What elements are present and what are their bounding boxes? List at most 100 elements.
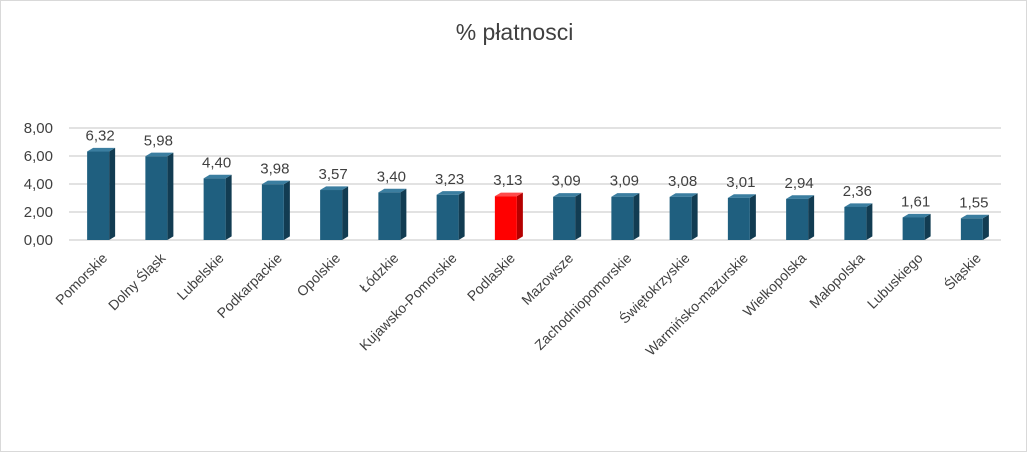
bar-front (320, 190, 343, 240)
category-label: Mazowsze (518, 250, 576, 308)
chart-title: % płatnosci (455, 19, 574, 45)
bar-top (553, 193, 582, 197)
bar (203, 174, 232, 240)
bar (261, 180, 290, 240)
category-label: Śląskie (940, 249, 984, 293)
category-label: Wielkopolska (740, 250, 810, 320)
bar-front (494, 196, 517, 240)
bar (494, 192, 523, 240)
category-label: Dolny Śląsk (104, 248, 169, 313)
bar-front (727, 197, 750, 240)
bar-front (261, 184, 284, 240)
bar (611, 193, 640, 240)
bar (436, 191, 465, 240)
bar-top (494, 192, 523, 197)
bar (960, 214, 989, 240)
bar-side (924, 213, 931, 240)
category-label: Pomorskie (52, 250, 110, 308)
data-label: 3,98 (260, 160, 289, 177)
data-label: 5,98 (144, 132, 173, 149)
bar-top (786, 195, 815, 199)
bar-side (458, 191, 465, 240)
category-label: Łódzkie (356, 250, 402, 296)
bar-top (611, 193, 640, 197)
y-tick-label: 4,00 (24, 176, 53, 193)
y-axis-ticks: 0,00 2,00 4,00 6,00 8,00 (24, 120, 53, 249)
bar-front (553, 196, 576, 240)
data-label: 2,94 (785, 175, 814, 192)
data-label: 6,32 (86, 128, 115, 145)
bar (320, 186, 349, 240)
bar-side (516, 192, 523, 240)
data-label: 3,09 (610, 173, 639, 190)
data-label: 3,57 (319, 166, 348, 183)
bar-front (203, 178, 226, 240)
bar-side (808, 195, 815, 240)
category-label: Lubelskie (174, 250, 227, 303)
bar-front (378, 192, 401, 240)
bar (378, 188, 407, 240)
bar-front (611, 196, 634, 240)
bars (87, 147, 989, 240)
bar-front (844, 206, 867, 240)
bar-top (87, 147, 116, 152)
bar (87, 147, 116, 240)
bar-top (145, 152, 174, 157)
bar-top (727, 194, 756, 198)
data-label: 1,55 (959, 194, 988, 211)
bar-top (960, 214, 989, 219)
y-tick-label: 0,00 (24, 232, 53, 249)
data-label: 3,01 (726, 174, 755, 191)
bar (844, 203, 873, 240)
bar-side (400, 188, 407, 240)
bar-side (633, 193, 640, 240)
data-label: 3,13 (493, 172, 522, 189)
bar-side (342, 186, 349, 240)
category-label: Lubuskiego (864, 250, 926, 312)
y-tick-label: 2,00 (24, 204, 53, 221)
category-label: Zachodniopomorskie (531, 250, 634, 353)
bar-top (436, 191, 465, 195)
data-label: 1,61 (901, 193, 930, 210)
bar-top (902, 213, 931, 218)
bar-side (866, 203, 873, 240)
data-label: 3,40 (377, 168, 406, 185)
bar (145, 152, 174, 240)
data-label: 2,36 (843, 183, 872, 200)
bar-side (982, 214, 989, 240)
bar-side (575, 193, 582, 240)
bar-side (225, 174, 232, 240)
bar (902, 213, 931, 240)
y-tick-label: 6,00 (24, 148, 53, 165)
bar-front (87, 151, 110, 240)
bar-top (844, 203, 873, 207)
data-label: 4,40 (202, 154, 231, 171)
category-label: Podlaskie (464, 250, 518, 304)
bar (786, 195, 815, 240)
bar-top (320, 186, 349, 191)
data-label: 3,23 (435, 171, 464, 188)
bar-top (669, 193, 698, 197)
category-label: Opolskie (293, 250, 343, 300)
bar-front (145, 156, 168, 240)
bar-top (261, 180, 290, 185)
bar-front (669, 196, 692, 240)
bar-front (960, 218, 983, 240)
data-labels: 6,32 5,98 4,40 3,98 3,57 3,40 3,23 3,13 3,09 3,09… (86, 128, 989, 212)
bar-top (203, 174, 232, 179)
bar (669, 193, 698, 240)
bar-side (749, 194, 756, 240)
bar-front (902, 217, 925, 240)
category-label: Małopolska (806, 250, 868, 312)
category-label: Kujawsko-Pomorskie (356, 250, 460, 354)
y-tick-label: 8,00 (24, 120, 53, 137)
bar-side (691, 193, 698, 240)
data-label: 3,09 (552, 173, 581, 190)
bar-side (109, 147, 116, 240)
bar (727, 194, 756, 240)
bar-side (167, 152, 174, 240)
data-label: 3,08 (668, 173, 697, 190)
